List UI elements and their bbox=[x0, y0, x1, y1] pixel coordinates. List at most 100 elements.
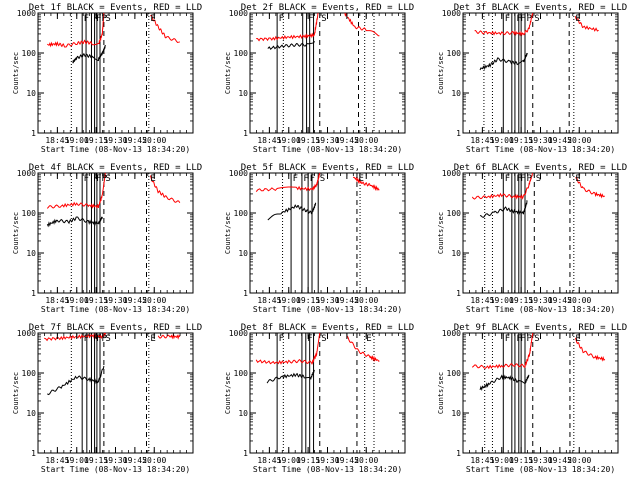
x-tick-label: 19:45 bbox=[548, 136, 572, 145]
plot-frame bbox=[249, 172, 406, 294]
x-tick-label: 19:15 bbox=[84, 456, 108, 465]
x-tick-label: 18:45 bbox=[257, 456, 281, 465]
x-tick-label: 19:30 bbox=[103, 456, 127, 465]
lld-series-line bbox=[352, 176, 380, 192]
lld-series-line bbox=[256, 13, 319, 42]
events-series-line bbox=[72, 45, 106, 64]
event-marker-label: S bbox=[320, 174, 325, 184]
plot-data bbox=[47, 13, 180, 133]
plot-frame bbox=[249, 332, 406, 454]
plot-data bbox=[46, 173, 181, 293]
y-axis-label: Counts/sec bbox=[437, 52, 445, 94]
x-tick-label: 19:30 bbox=[103, 136, 127, 145]
x-tick-label: 18:45 bbox=[470, 296, 494, 305]
lld-series-line bbox=[157, 333, 181, 340]
lld-series-line bbox=[47, 13, 105, 48]
y-tick-label: 10 bbox=[451, 89, 461, 98]
lld-series-line bbox=[255, 333, 321, 365]
chart-panel-7: Det 7f BLACK = Events, RED = LLD 1 10 100 10… bbox=[12, 323, 202, 474]
x-tick-label: 19:00 bbox=[490, 456, 514, 465]
x-tick-label: 20:00 bbox=[354, 456, 378, 465]
event-marker-label: F bbox=[84, 14, 89, 24]
x-tick-label: 18:45 bbox=[257, 296, 281, 305]
event-marker-label: S bbox=[534, 14, 539, 24]
x-tick-label: 19:15 bbox=[509, 456, 533, 465]
x-tick-label: 19:45 bbox=[123, 296, 147, 305]
y-tick-label: 1000 bbox=[17, 329, 36, 338]
x-tick-label: 19:00 bbox=[490, 296, 514, 305]
event-marker-label: F bbox=[96, 174, 101, 184]
event-marker-label: F bbox=[516, 14, 521, 24]
lld-series-line bbox=[574, 337, 606, 362]
y-tick-label: 1000 bbox=[442, 329, 461, 338]
x-tick-label: 19:00 bbox=[277, 456, 301, 465]
y-tick-label: 1 bbox=[31, 449, 36, 458]
x-axis-label: Start Time (08-Nov-13 18:34:20) bbox=[253, 465, 402, 474]
chart-title: Det 8f BLACK = Events, RED = LLD bbox=[241, 323, 414, 333]
event-marker-label: F bbox=[505, 174, 510, 184]
y-axis-label: Counts/sec bbox=[224, 212, 232, 254]
chart-title: Det 3f BLACK = Events, RED = LLD bbox=[454, 3, 627, 13]
event-marker-label: F bbox=[307, 334, 312, 344]
event-marker-label: F bbox=[505, 334, 510, 344]
event-marker-label: F bbox=[93, 334, 98, 344]
event-marker-label: F bbox=[505, 14, 510, 24]
event-marker-label: P bbox=[102, 174, 108, 184]
x-tick-label: 19:00 bbox=[490, 136, 514, 145]
y-axis-label: Counts/sec bbox=[12, 372, 20, 414]
y-tick-label: 1 bbox=[243, 289, 248, 298]
x-tick-label: 19:45 bbox=[335, 136, 359, 145]
x-tick-label: 19:30 bbox=[528, 296, 552, 305]
x-tick-label: 19:15 bbox=[509, 296, 533, 305]
event-marker-label: E bbox=[575, 174, 580, 184]
x-tick-label: 20:00 bbox=[354, 136, 378, 145]
plot-data bbox=[471, 333, 606, 453]
x-tick-label: 19:30 bbox=[315, 296, 339, 305]
x-tick-label: 19:45 bbox=[335, 456, 359, 465]
x-axis-label: Start Time (08-Nov-13 18:34:20) bbox=[41, 145, 190, 154]
y-tick-label: 10 bbox=[238, 249, 248, 258]
x-tick-label: 19:30 bbox=[315, 136, 339, 145]
x-axis-label: Start Time (08-Nov-13 18:34:20) bbox=[466, 305, 615, 314]
x-tick-label: 19:00 bbox=[65, 136, 89, 145]
event-marker-label: S bbox=[534, 334, 539, 344]
event-marker-label: F bbox=[520, 174, 525, 184]
y-tick-label: 1 bbox=[31, 129, 36, 138]
plot-frame bbox=[249, 12, 406, 134]
x-tick-label: 19:45 bbox=[123, 456, 147, 465]
x-tick-label: 19:00 bbox=[277, 136, 301, 145]
y-tick-label: 1000 bbox=[229, 169, 248, 178]
event-marker-label: F bbox=[93, 174, 98, 184]
event-marker-label: F bbox=[96, 14, 101, 24]
y-tick-label: 100 bbox=[234, 209, 249, 218]
event-marker-label: S bbox=[105, 14, 110, 24]
event-marker-label: F bbox=[84, 334, 89, 344]
lld-series-line bbox=[474, 13, 534, 37]
chart-panel-3: Det 3f BLACK = Events, RED = LLD 1 10 100 10… bbox=[437, 3, 627, 154]
y-tick-label: 10 bbox=[451, 249, 461, 258]
event-marker-label: E bbox=[150, 14, 155, 24]
event-marker-label: F bbox=[516, 174, 521, 184]
x-axis-label: Start Time (08-Nov-13 18:34:20) bbox=[466, 145, 615, 154]
plot-frame bbox=[462, 172, 619, 294]
event-marker-label: P bbox=[527, 174, 533, 184]
chart-panel-9: Det 9f BLACK = Events, RED = LLD 1 10 100 10… bbox=[437, 323, 627, 474]
events-series-line bbox=[46, 216, 103, 228]
plot-frame bbox=[37, 12, 194, 134]
x-tick-label: 19:30 bbox=[315, 456, 339, 465]
event-marker-label: F bbox=[96, 334, 101, 344]
x-tick-label: 19:15 bbox=[296, 296, 320, 305]
y-tick-label: 100 bbox=[22, 209, 37, 218]
y-tick-label: 1 bbox=[456, 129, 461, 138]
x-tick-label: 18:45 bbox=[470, 136, 494, 145]
y-tick-label: 1000 bbox=[442, 169, 461, 178]
chart-title: Det 4f BLACK = Events, RED = LLD bbox=[29, 163, 202, 173]
y-tick-label: 1000 bbox=[17, 9, 36, 18]
x-tick-label: 20:00 bbox=[142, 456, 166, 465]
x-tick-label: 19:45 bbox=[123, 136, 147, 145]
event-marker-label: E bbox=[575, 14, 580, 24]
events-series-line bbox=[267, 202, 317, 221]
lld-series-line bbox=[255, 173, 321, 192]
events-series-line bbox=[266, 369, 315, 384]
event-marker-label: F bbox=[293, 174, 298, 184]
